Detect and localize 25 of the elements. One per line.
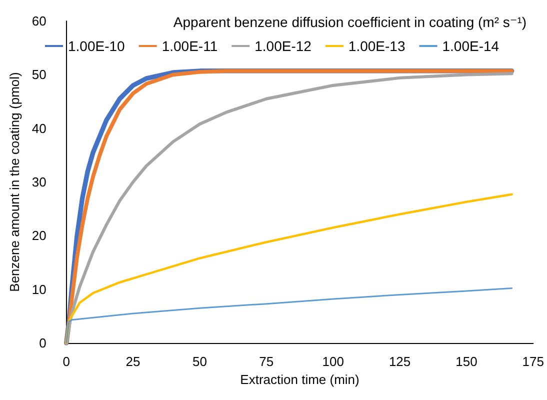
y-tick-label: 50 (32, 67, 46, 82)
legend-label: 1.00E-10 (68, 38, 126, 54)
legend-label: 1.00E-13 (348, 38, 406, 54)
y-tick-label: 20 (32, 228, 46, 244)
x-tick-label: 175 (522, 354, 544, 369)
x-tick-label: 0 (62, 354, 70, 369)
x-tick-label: 100 (322, 354, 344, 369)
y-tick-label: 10 (32, 282, 46, 297)
legend-title: Apparent benzene diffusion coefficient in coating (m² s⁻¹) (173, 14, 527, 30)
legend-label: 1.00E-12 (254, 38, 312, 54)
y-tick-label: 60 (32, 14, 46, 28)
x-tick-label: 75 (259, 354, 274, 369)
y-tick-label: 30 (32, 174, 46, 190)
line-series (65, 193, 513, 344)
x-tick-label: 150 (456, 354, 478, 369)
x-axis-title: Extraction time (min) (240, 372, 360, 387)
x-tick-label: 125 (388, 354, 411, 369)
x-tick-label: 50 (192, 354, 207, 369)
legend-label: 1.00E-11 (162, 38, 218, 54)
y-tick-label: 0 (39, 336, 46, 350)
legend-label: 1.00E-14 (442, 38, 500, 54)
y-axis-title: Benzene amount in the coating (pmol) (7, 72, 22, 292)
y-tick-label: 40 (32, 120, 46, 136)
x-tick-label: 25 (126, 354, 140, 369)
line-series (66, 288, 513, 344)
